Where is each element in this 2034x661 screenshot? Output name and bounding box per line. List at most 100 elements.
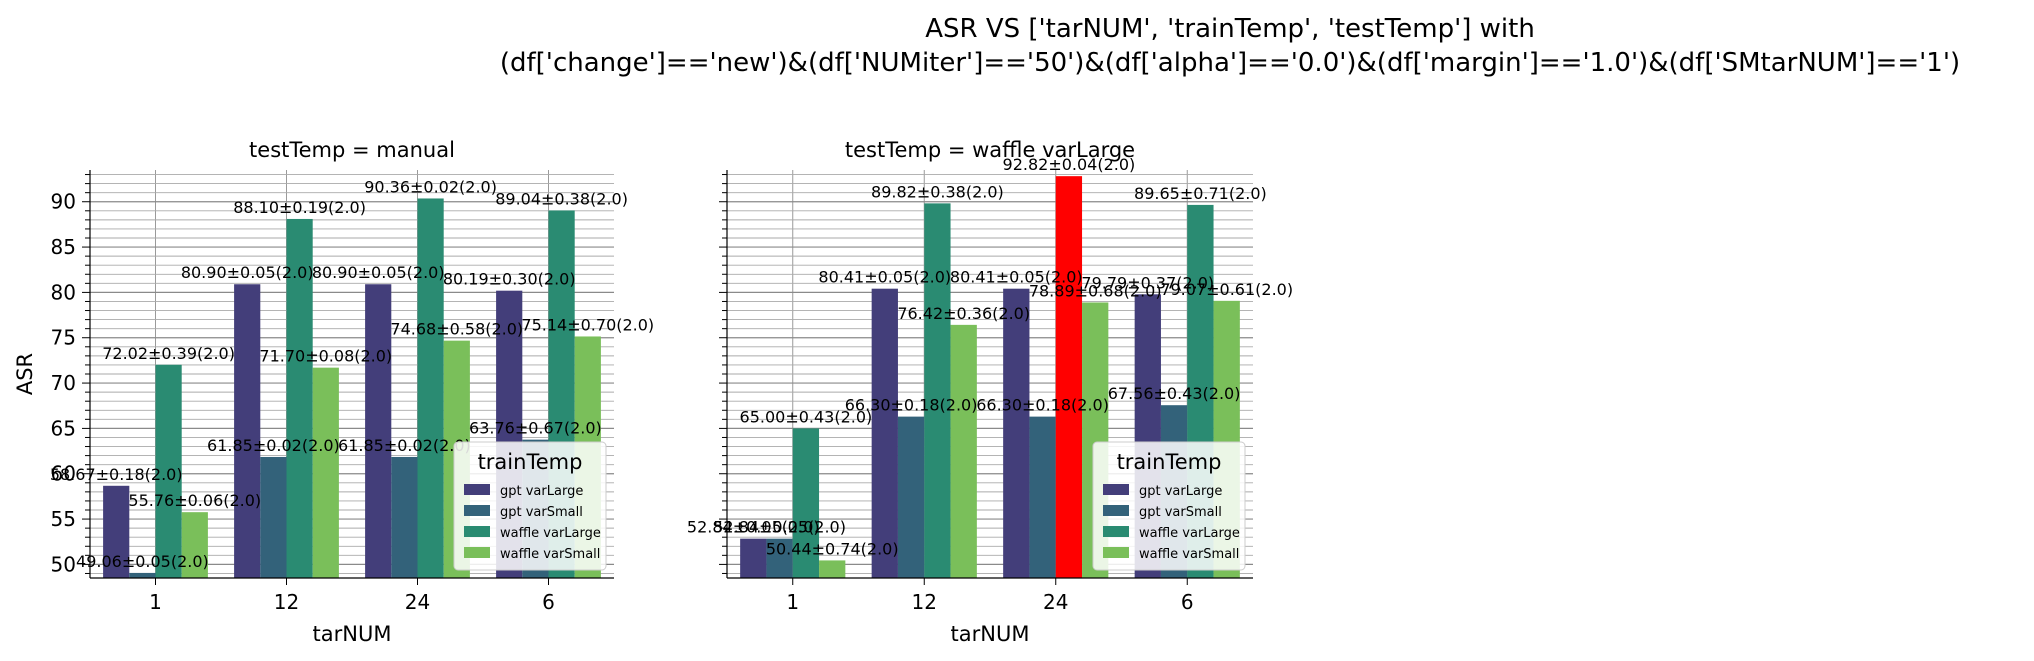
x-tick-label: 12 (912, 590, 937, 614)
bar (924, 203, 951, 578)
panel-title: testTemp = waffle varLarge (845, 138, 1135, 162)
legend-label: waffle varSmall (500, 547, 600, 562)
legend-swatch (1103, 526, 1129, 537)
legend-title: trainTemp (1117, 450, 1222, 474)
bar (871, 288, 898, 578)
legend-box (1092, 441, 1246, 571)
data-label: 74.68±0.58(2.0) (390, 320, 523, 339)
y-tick-label: 80 (51, 280, 76, 304)
x-tick-label: 24 (1043, 590, 1068, 614)
data-label: 61.85±0.02(2.0) (207, 436, 340, 455)
data-label: 52.84±0.05(2.0) (713, 518, 846, 537)
bar (1003, 288, 1030, 578)
bar (286, 218, 313, 578)
y-axis-label: ASR (13, 353, 37, 395)
legend-label: gpt varLarge (500, 484, 583, 499)
data-label: 89.04±0.38(2.0) (495, 189, 628, 208)
data-label: 88.10±0.19(2.0) (233, 198, 366, 217)
bar (312, 367, 339, 578)
x-tick-label: 12 (274, 590, 299, 614)
data-label: 49.06±0.05(2.0) (76, 552, 209, 571)
legend-swatch (1103, 484, 1129, 495)
bar (897, 416, 925, 578)
data-label: 92.82±0.04(2.0) (1003, 155, 1136, 174)
legend-label: gpt varSmall (500, 505, 583, 520)
bar (365, 284, 392, 578)
legend-swatch (1103, 547, 1129, 558)
y-tick-label: 90 (51, 190, 76, 214)
x-axis-label: tarNUM (951, 622, 1030, 646)
chart-panel-2: testTemp = waffle varLarge 1 12 24 6 tarNUM 52… (687, 138, 1293, 646)
data-label: 80.19±0.30(2.0) (443, 270, 576, 289)
data-label: 89.82±0.38(2.0) (871, 182, 1004, 201)
data-label: 79.79±0.37(2.0) (1081, 273, 1214, 292)
data-label: 52.84±0.05(2.0) (687, 518, 820, 537)
data-label: 80.41±0.05(2.0) (818, 268, 951, 287)
bar (792, 428, 820, 578)
y-tick-label: 65 (51, 416, 76, 440)
figure-title-line-1: ASR VS ['tarNUM', 'trainTemp', 'testTemp… (925, 14, 1535, 44)
legend-label: gpt varSmall (1139, 505, 1222, 520)
data-label: 66.30±0.18(2.0) (845, 396, 978, 415)
bar (129, 572, 156, 578)
bar (819, 560, 846, 578)
data-label: 55.76±0.06(2.0) (128, 491, 261, 510)
data-label: 75.14±0.70(2.0) (521, 315, 654, 334)
data-label: 76.42±0.36(2.0) (897, 304, 1030, 323)
legend-swatch (464, 547, 490, 558)
data-label: 65.00±0.43(2.0) (740, 407, 873, 426)
legend-label: waffle varSmall (1139, 547, 1239, 562)
data-label: 80.90±0.05(2.0) (312, 263, 445, 282)
y-tick-label: 50 (51, 552, 76, 576)
bar (155, 364, 182, 578)
x-tick-label: 24 (405, 590, 430, 614)
data-label: 50.44±0.74(2.0) (766, 539, 899, 558)
legend-swatch (464, 526, 490, 537)
data-label: 78.89±0.68(2.0) (1029, 281, 1162, 300)
data-label: 80.41±0.05(2.0) (950, 268, 1083, 287)
legend-label: gpt varLarge (1139, 484, 1222, 499)
legend-swatch (464, 484, 490, 495)
bar (181, 512, 208, 578)
panel-title: testTemp = manual (249, 138, 455, 162)
data-label: 79.07±0.61(2.0) (1160, 280, 1293, 299)
bar (234, 284, 261, 578)
x-tick-label: 6 (542, 590, 555, 614)
y-tick-label: 85 (51, 235, 76, 259)
data-label: 71.70±0.08(2.0) (259, 347, 392, 366)
data-label: 67.56±0.43(2.0) (1108, 384, 1241, 403)
x-axis-label: tarNUM (313, 622, 392, 646)
legend-label: waffle varLarge (500, 526, 601, 541)
legend: trainTemp gpt varLarge gpt varSmall waffle … (1092, 441, 1246, 571)
legend: trainTemp gpt varLarge gpt varSmall waffle … (453, 441, 607, 571)
bar (391, 456, 418, 578)
data-label: 72.02±0.39(2.0) (102, 344, 235, 363)
data-label: 90.36±0.02(2.0) (364, 177, 497, 196)
data-label: 58.67±0.18(2.0) (50, 465, 183, 484)
data-label: 80.90±0.05(2.0) (181, 263, 314, 282)
data-label: 89.65±0.71(2.0) (1134, 184, 1267, 203)
data-label: 66.30±0.18(2.0) (976, 396, 1109, 415)
legend-box (453, 441, 607, 571)
y-tick-label: 55 (51, 507, 76, 531)
figure-title-line-2: (df['change']=='new')&(df['NUMiter']=='5… (499, 48, 1961, 78)
bar (1055, 176, 1083, 578)
bar (103, 485, 130, 578)
bar (1029, 416, 1056, 578)
bar (260, 456, 287, 578)
x-tick-label: 1 (786, 590, 799, 614)
x-tick-label: 6 (1181, 590, 1194, 614)
legend-swatch (464, 505, 490, 516)
bar (950, 324, 977, 578)
bar (740, 538, 767, 578)
y-tick-label: 70 (51, 371, 76, 395)
bar (766, 538, 793, 578)
y-tick-label: 60 (51, 462, 76, 486)
legend-swatch (1103, 505, 1129, 516)
data-label: 63.76±0.67(2.0) (469, 419, 602, 438)
legend-title: trainTemp (478, 450, 583, 474)
data-label: 61.85±0.02(2.0) (338, 436, 471, 455)
legend-label: waffle varLarge (1139, 526, 1240, 541)
bar (417, 198, 444, 578)
y-tick-label: 75 (51, 326, 76, 350)
